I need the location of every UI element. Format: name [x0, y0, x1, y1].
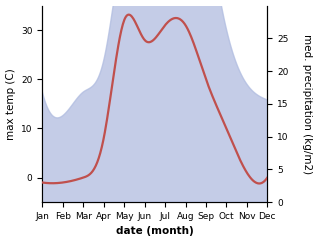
Y-axis label: med. precipitation (kg/m2): med. precipitation (kg/m2): [302, 34, 313, 174]
Y-axis label: max temp (C): max temp (C): [5, 68, 16, 140]
X-axis label: date (month): date (month): [116, 227, 194, 236]
